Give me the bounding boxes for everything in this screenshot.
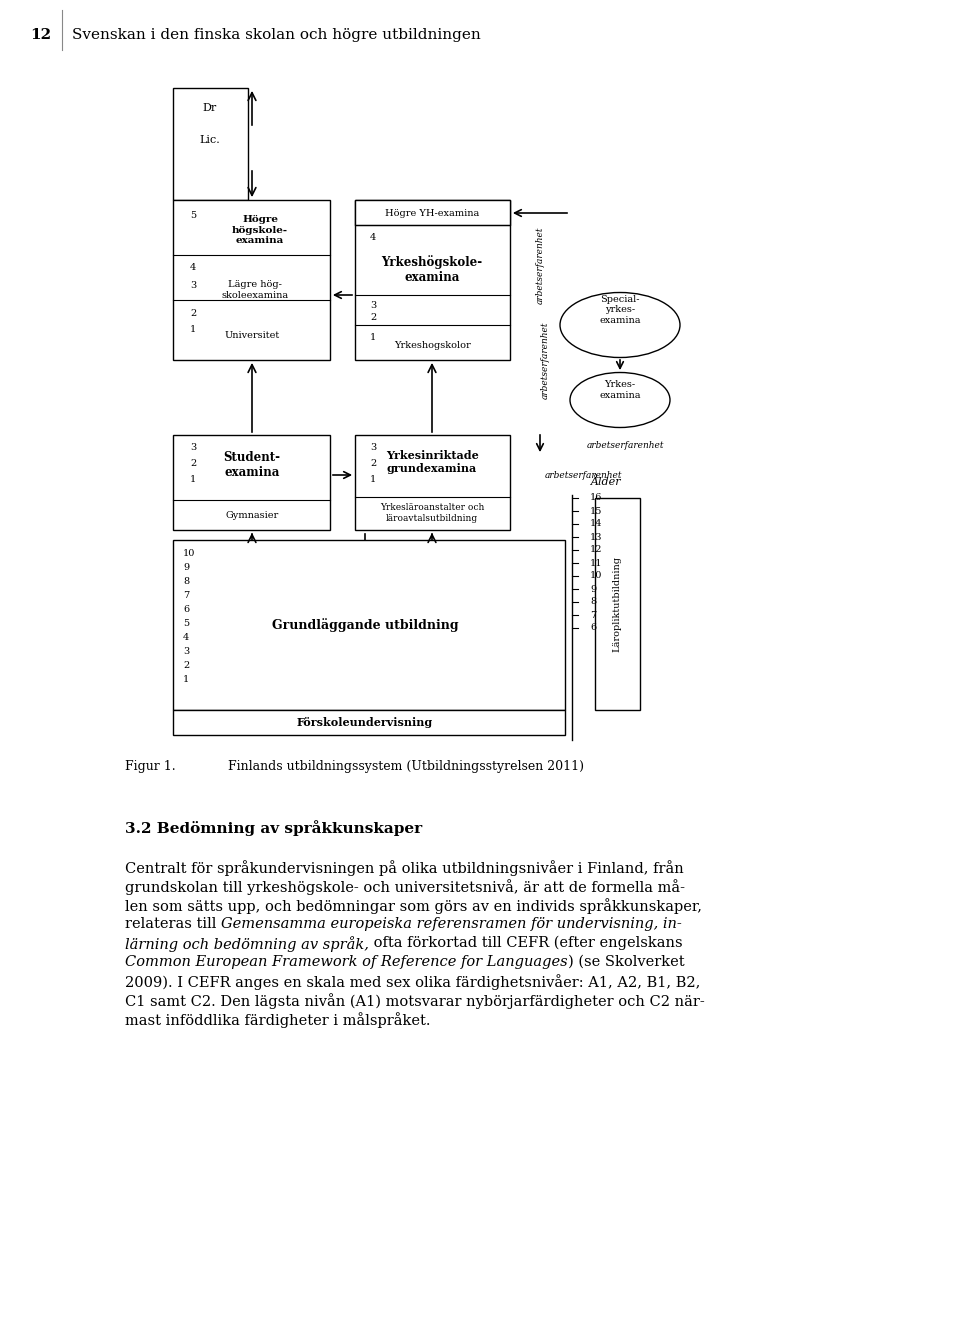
Text: 3: 3 (190, 281, 196, 290)
Text: 5: 5 (190, 210, 196, 220)
Text: 1: 1 (370, 334, 376, 342)
Text: 3: 3 (183, 647, 189, 656)
Text: 10: 10 (183, 550, 196, 559)
Text: Högre
högskole-
examina: Högre högskole- examina (232, 216, 288, 245)
Text: mast inföddlika färdigheter i målspråket.: mast inföddlika färdigheter i målspråket… (125, 1012, 430, 1028)
Text: Lic.: Lic. (200, 134, 221, 145)
Text: Gymnasier: Gymnasier (226, 511, 278, 519)
Text: 14: 14 (590, 519, 603, 528)
Text: lärning och bedömning av språk,: lärning och bedömning av språk, (125, 936, 369, 952)
Text: relateras till: relateras till (125, 917, 221, 930)
Text: Finlands utbildningssystem (Utbildningsstyrelsen 2011): Finlands utbildningssystem (Utbildningss… (228, 760, 584, 773)
Text: 13: 13 (590, 532, 603, 542)
Text: Yrkeshogskolor: Yrkeshogskolor (394, 341, 470, 350)
Text: grundskolan till yrkeshögskole- och universitetsnivå, är att de formella må-: grundskolan till yrkeshögskole- och univ… (125, 878, 685, 894)
Text: 3.2 Bedömning av språkkunskaper: 3.2 Bedömning av språkkunskaper (125, 820, 422, 836)
Text: 2: 2 (370, 314, 376, 322)
Text: Förskoleundervisning: Förskoleundervisning (297, 716, 433, 728)
Text: 1: 1 (190, 475, 196, 484)
Text: 2009). I CEFR anges en skala med sex olika färdighetsnivåer: A1, A2, B1, B2,: 2009). I CEFR anges en skala med sex oli… (125, 974, 701, 990)
Text: 12: 12 (30, 28, 51, 43)
Text: ofta förkortad till CEFR (efter engelskans: ofta förkortad till CEFR (efter engelska… (369, 936, 683, 950)
Text: Yrkesläroanstalter och
läroavtalsutbildning: Yrkesläroanstalter och läroavtalsutbildn… (380, 503, 484, 523)
Text: Grundläggande utbildning: Grundläggande utbildning (272, 618, 458, 632)
Text: 12: 12 (590, 546, 603, 555)
Text: Yrkesinriktade
grundexamina: Yrkesinriktade grundexamina (386, 450, 478, 474)
Text: Student-
examina: Student- examina (224, 451, 280, 479)
Bar (355, 435, 510, 530)
Ellipse shape (560, 293, 680, 358)
Text: Common European Framework of Reference for Languages: Common European Framework of Reference f… (125, 956, 567, 969)
Text: Svenskan i den finska skolan och högre utbildningen: Svenskan i den finska skolan och högre u… (72, 28, 481, 43)
Text: 1: 1 (183, 676, 189, 684)
Bar (173, 435, 330, 530)
Text: Special-
yrkes-
examina: Special- yrkes- examina (599, 295, 640, 325)
Text: arbetserfarenhet: arbetserfarenhet (587, 441, 663, 450)
Text: Yrkes-
examina: Yrkes- examina (599, 381, 640, 399)
Text: 1: 1 (190, 326, 196, 334)
Text: Ålder: Ålder (590, 476, 620, 487)
Text: 7: 7 (183, 591, 189, 600)
Text: 8: 8 (183, 578, 189, 587)
Text: 6: 6 (590, 623, 596, 632)
Text: C1 samt C2. Den lägsta nivån (A1) motsvarar nybörjarfärdigheter och C2 när-: C1 samt C2. Den lägsta nivån (A1) motsva… (125, 993, 705, 1009)
Text: 11: 11 (590, 559, 603, 567)
Text: Universitet: Universitet (225, 330, 279, 339)
Text: arbetserfarenhet: arbetserfarenhet (545, 470, 622, 479)
Text: 10: 10 (590, 571, 602, 580)
Text: Yrkeshögskole-
examina: Yrkeshögskole- examina (381, 256, 483, 285)
Text: 3: 3 (190, 443, 196, 453)
Bar (173, 540, 565, 709)
Text: 3: 3 (370, 443, 376, 453)
Text: Gemensamma europeiska referensramen för undervisning, in-: Gemensamma europeiska referensramen för … (221, 917, 682, 930)
Bar (595, 498, 640, 709)
Text: arbetserfarenhet: arbetserfarenhet (536, 226, 544, 303)
Text: 4: 4 (183, 634, 189, 643)
Text: ) (se Skolverket: ) (se Skolverket (567, 956, 684, 969)
Bar (173, 709, 565, 735)
Text: 2: 2 (370, 459, 376, 469)
Text: 1: 1 (370, 475, 376, 484)
Text: Lägre hög-
skoleexamina: Lägre hög- skoleexamina (222, 281, 289, 299)
Text: 8: 8 (590, 598, 596, 607)
Text: 2: 2 (190, 459, 196, 469)
Bar (355, 200, 510, 359)
Text: 9: 9 (183, 563, 189, 572)
Text: 4: 4 (370, 233, 376, 242)
Text: Centralt för språkundervisningen på olika utbildningsnivåer i Finland, från: Centralt för språkundervisningen på olik… (125, 860, 684, 876)
Text: 4: 4 (190, 264, 196, 273)
Text: 16: 16 (590, 494, 602, 503)
Bar (173, 88, 248, 200)
Text: 5: 5 (183, 619, 189, 628)
Text: 2: 2 (190, 309, 196, 318)
Text: 3: 3 (370, 301, 376, 310)
Bar (173, 200, 330, 359)
Text: Läropliktutbildning: Läropliktutbildning (612, 556, 621, 652)
Bar (355, 200, 510, 225)
Text: Figur 1.: Figur 1. (125, 760, 176, 773)
Text: Dr: Dr (203, 102, 217, 113)
Text: len som sätts upp, och bedömningar som görs av en individs språkkunskaper,: len som sätts upp, och bedömningar som g… (125, 898, 702, 914)
Text: Högre YH-examina: Högre YH-examina (385, 209, 479, 217)
Text: 6: 6 (183, 606, 189, 615)
Ellipse shape (570, 373, 670, 427)
Text: arbetserfarenhet: arbetserfarenhet (540, 321, 549, 399)
Text: 15: 15 (590, 507, 602, 515)
Text: 9: 9 (590, 584, 596, 594)
Text: 7: 7 (590, 611, 596, 619)
Text: 2: 2 (183, 662, 189, 671)
